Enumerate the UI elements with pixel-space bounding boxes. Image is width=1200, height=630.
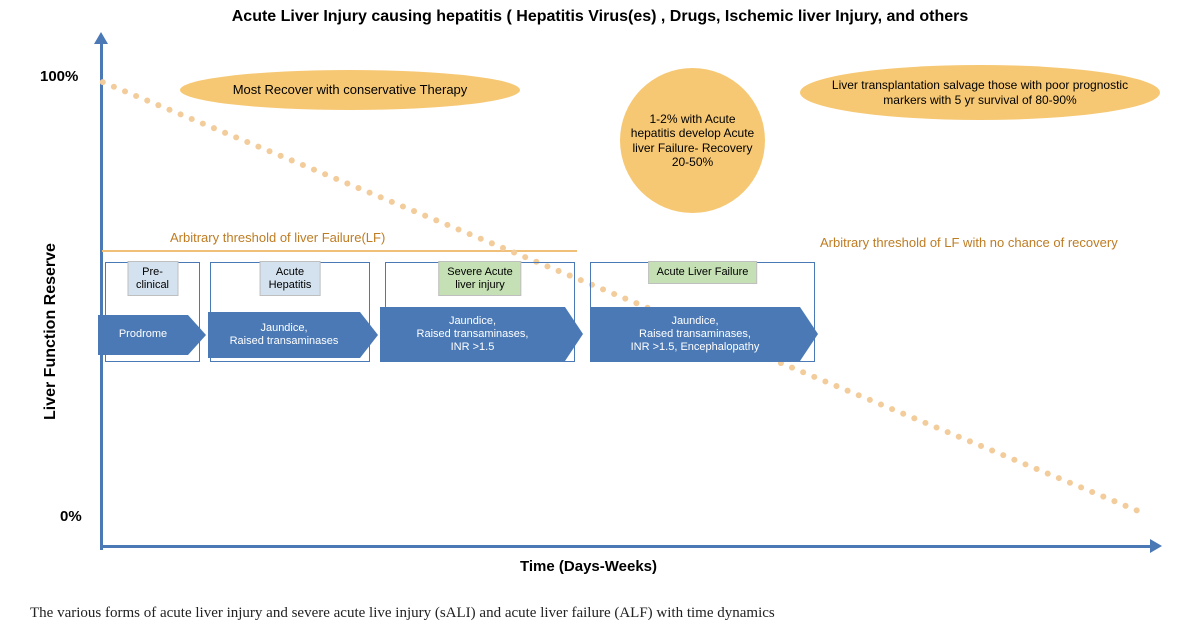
y-axis	[100, 40, 103, 550]
stage-header-alf: Acute Liver Failure	[648, 261, 758, 284]
stage-header-acute-hepatitis: AcuteHepatitis	[260, 261, 321, 296]
y-tick-100: 100%	[40, 68, 78, 85]
callout-alf-percent: 1-2% with Acute hepatitis develop Acute …	[620, 68, 765, 213]
figure-caption: The various forms of acute liver injury …	[30, 605, 775, 622]
callout-transplant: Liver transplantation salvage those with…	[800, 65, 1160, 120]
callout-recover: Most Recover with conservative Therapy	[180, 70, 520, 110]
arrow-severe-ali: Jaundice,Raised transaminases,INR >1.5	[380, 307, 565, 362]
arrow-acute-hepatitis: Jaundice,Raised transaminases	[208, 312, 360, 358]
threshold-label-left: Arbitrary threshold of liver Failure(LF)	[170, 230, 385, 245]
y-axis-arrowhead-icon	[94, 32, 108, 44]
y-axis-label: Liver Function Reserve	[42, 243, 60, 420]
stage-header-severe-ali: Severe Acuteliver injury	[438, 261, 521, 296]
chart-area: Liver Function Reserve Time (Days-Weeks)…	[100, 40, 1170, 570]
arrow-alf: Jaundice,Raised transaminases,INR >1.5, …	[590, 307, 800, 362]
x-axis-arrowhead-icon	[1150, 539, 1162, 553]
x-axis-label: Time (Days-Weeks)	[520, 558, 657, 575]
y-tick-0: 0%	[60, 508, 82, 525]
arrow-prodrome: Prodrome	[98, 315, 188, 355]
threshold-label-right: Arbitrary threshold of LF with no chance…	[820, 235, 1118, 250]
stage-header-preclinical: Pre-clinical	[127, 261, 178, 296]
x-axis	[100, 545, 1155, 548]
chart-title: Acute Liver Injury causing hepatitis ( H…	[0, 8, 1200, 26]
